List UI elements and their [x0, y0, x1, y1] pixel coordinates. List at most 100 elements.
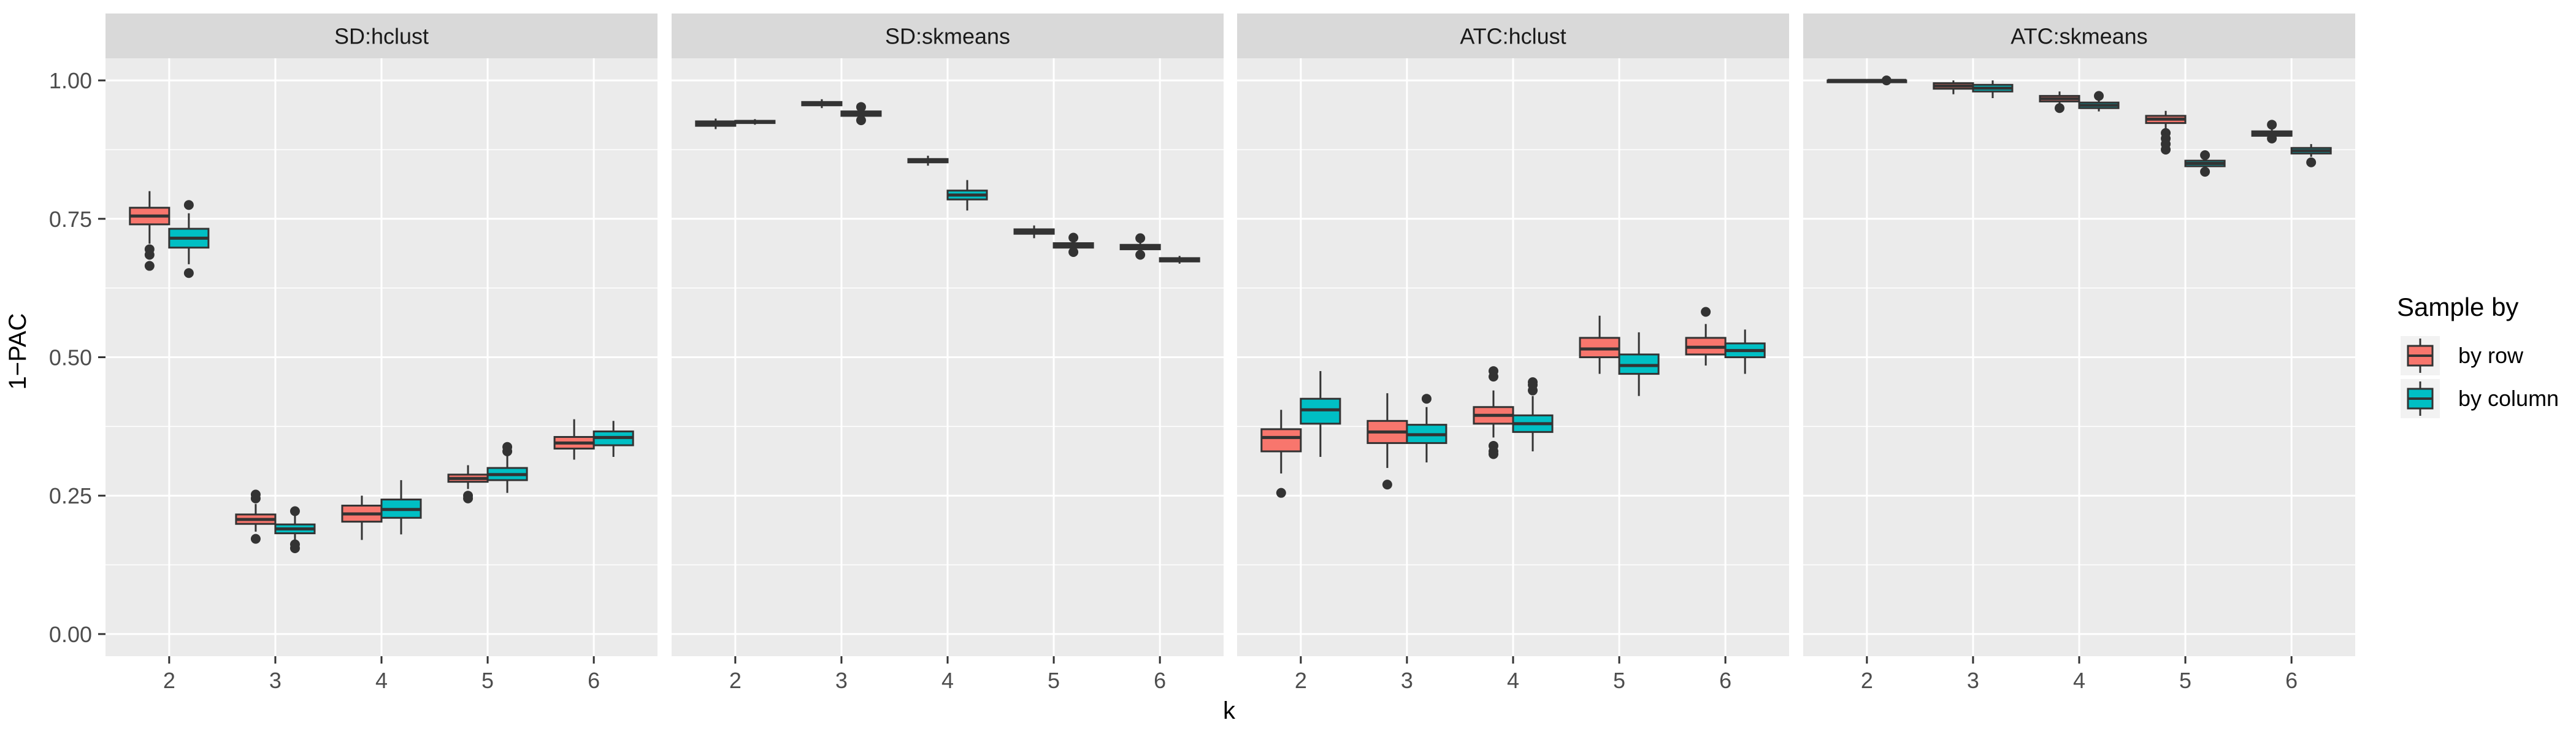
y-tick-label: 0.25	[49, 483, 92, 508]
boxplot-box	[1473, 366, 1514, 459]
boxplot-box	[1972, 80, 2014, 98]
y-tick-label: 1.00	[49, 68, 92, 93]
facet-panel: ATC:skmeans 2 3 4 5 6	[1803, 13, 2355, 693]
boxplot-box	[1159, 256, 1200, 264]
outlier-point	[1382, 480, 1392, 490]
boxplot-box	[1827, 78, 1868, 83]
boxplot-box	[1618, 332, 1660, 396]
outlier-point	[1488, 449, 1498, 459]
facet-panel: ATC:hclust 2 3 4 5 6	[1237, 13, 1789, 693]
x-tick-label: 2	[1295, 668, 1307, 693]
boxplot-box	[840, 102, 882, 126]
boxplot-box	[734, 119, 776, 125]
outlier-point	[2267, 133, 2277, 144]
y-tick-label: 0.50	[49, 345, 92, 370]
boxplot-box	[2145, 110, 2187, 155]
boxplot-box	[129, 191, 171, 271]
x-tick-label: 3	[835, 668, 848, 693]
outlier-point	[1068, 232, 1079, 243]
outlier-point	[2200, 167, 2210, 177]
boxplot-box	[1300, 371, 1341, 457]
outlier-point	[2267, 120, 2277, 130]
boxplot-box	[2184, 150, 2226, 177]
boxplot-box	[553, 419, 595, 460]
outlier-point	[2161, 144, 2171, 155]
outlier-point	[1135, 250, 1146, 260]
facet-strip	[1237, 13, 1789, 58]
x-tick-label: 3	[1401, 668, 1413, 693]
x-tick-label: 5	[2179, 668, 2191, 693]
legend-label: by column	[2458, 386, 2559, 411]
facet-strip	[105, 13, 657, 58]
facet-panel: SD:skmeans 2 3 4 5 6	[672, 13, 1224, 693]
outlier-point	[183, 268, 194, 278]
facet-title: ATC:skmeans	[2011, 24, 2147, 49]
boxplot-box	[946, 180, 988, 211]
boxplot-box	[380, 480, 422, 535]
boxplot-box	[1406, 394, 1447, 463]
x-tick-label: 6	[1154, 668, 1166, 693]
outlier-point	[289, 506, 300, 516]
boxplot-box	[2251, 120, 2293, 144]
boxplot-box	[907, 155, 949, 166]
boxplot-box	[2078, 91, 2120, 112]
facet-strip	[672, 13, 1224, 58]
x-tick-label: 4	[941, 668, 954, 693]
boxplot-box	[1579, 315, 1620, 374]
boxplot-box	[1260, 410, 1302, 498]
outlier-point	[856, 115, 866, 126]
y-axis: 0.00 0.25 0.50 0.75 1.00	[49, 68, 105, 647]
boxplot-box	[1724, 329, 1766, 374]
x-tick-label: 2	[729, 668, 742, 693]
legend-title: Sample by	[2397, 293, 2518, 321]
outlier-point	[856, 102, 866, 112]
legend: Sample by by row by column	[2397, 293, 2559, 418]
boxplot-box	[486, 442, 528, 493]
x-tick-label: 6	[1719, 668, 1731, 693]
outlier-point	[2094, 91, 2104, 101]
boxplot-box	[1367, 393, 1408, 490]
facet-panel: SD:hclust 2 3 4 5 6	[105, 13, 657, 693]
x-tick-label: 4	[1507, 668, 1519, 693]
outlier-point	[1488, 366, 1498, 377]
outlier-point	[1135, 233, 1146, 243]
outlier-point	[463, 493, 473, 504]
boxplot-box	[2290, 144, 2332, 167]
boxplot-box	[2039, 91, 2080, 113]
x-tick-label: 5	[1048, 668, 1060, 693]
x-tick-label: 5	[481, 668, 494, 693]
outlier-point	[1068, 247, 1079, 257]
facet-strip	[1803, 13, 2355, 58]
outlier-point	[289, 543, 300, 553]
outlier-point	[502, 442, 513, 452]
x-tick-label: 4	[2073, 668, 2085, 693]
boxplot-box	[235, 489, 277, 544]
outlier-point	[1881, 75, 1892, 86]
y-axis-title: 1−PAC	[4, 313, 31, 390]
outlier-point	[1276, 488, 1286, 498]
boxplot-box	[1013, 225, 1055, 239]
outlier-point	[144, 261, 155, 271]
boxplot-box	[274, 506, 316, 553]
x-axis-title: k	[1223, 697, 1236, 724]
boxplot-box	[1512, 377, 1554, 451]
outlier-point	[2200, 150, 2210, 160]
outlier-point	[2306, 157, 2317, 167]
facet-title: SD:skmeans	[885, 24, 1010, 49]
x-tick-label: 6	[588, 668, 600, 693]
facet-title: ATC:hclust	[1460, 24, 1566, 49]
boxplot-box	[168, 200, 210, 278]
legend-key	[2401, 379, 2440, 418]
boxplot-box	[447, 465, 489, 504]
outlier-point	[183, 200, 194, 210]
outlier-point	[144, 250, 155, 260]
boxplot-box	[1866, 75, 1907, 86]
x-tick-label: 3	[1967, 668, 1979, 693]
boxplot-box	[341, 496, 383, 540]
boxplot-box	[1052, 232, 1094, 257]
legend-label: by row	[2458, 343, 2524, 368]
x-tick-label: 6	[2285, 668, 2298, 693]
boxplot-box	[1119, 233, 1161, 260]
